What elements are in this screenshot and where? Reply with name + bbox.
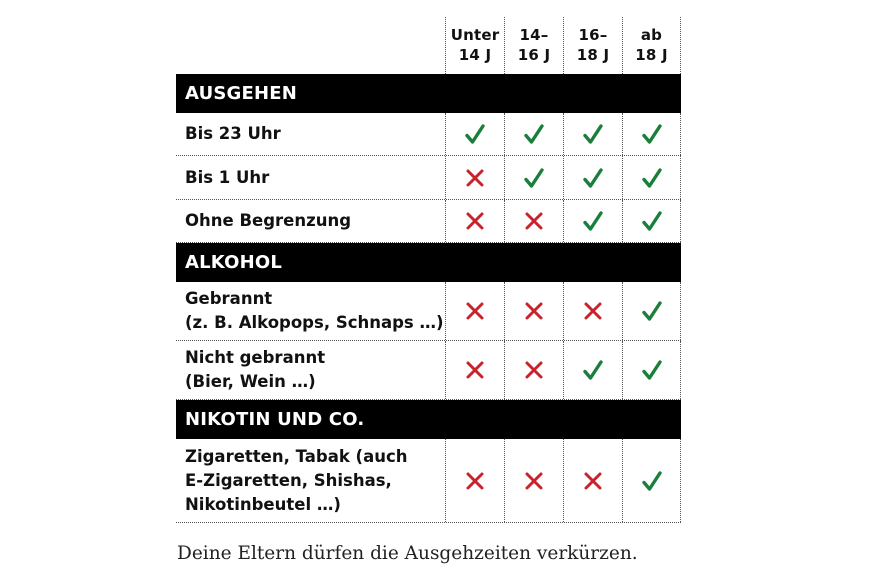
row-label: Ohne Begrenzung [176,200,445,242]
status-cell [504,341,563,399]
row-label: Gebrannt (z. B. Alkopops, Schnaps …) [176,282,445,340]
row-label-line: (z. B. Alkopops, Schnaps …) [185,313,444,332]
youth-protection-table: Unter 14 J 14– 16 J 16– 18 J ab 18 J AUS… [176,17,681,523]
column-header-line1: 16– [578,26,608,44]
cross-icon [464,167,486,189]
status-cell [445,439,504,522]
row-label-line: Nikotinbeutel …) [185,494,341,514]
column-header-14-16: 14– 16 J [504,17,563,74]
row-label-line: (Bier, Wein …) [185,372,316,391]
status-cell [445,113,504,155]
row-label-line: Bis 1 Uhr [185,167,270,187]
status-cell [622,439,681,522]
row-label: Bis 23 Uhr [176,113,445,155]
check-icon [464,123,486,145]
status-cell [563,341,622,399]
column-header-line2: 18 J [576,46,610,64]
status-cell [622,200,681,242]
check-icon [582,123,604,145]
status-cell [563,113,622,155]
cross-icon [523,470,545,492]
table-row: Zigaretten, Tabak (auch E-Zigaretten, Shi… [176,439,681,523]
status-cell [504,439,563,522]
status-cell [504,200,563,242]
status-cell [563,156,622,199]
row-label: Bis 1 Uhr [176,156,445,199]
check-icon [641,470,663,492]
check-icon [582,210,604,232]
section-header-alkohol: ALKOHOL [176,243,681,282]
row-label: Zigaretten, Tabak (auch E-Zigaretten, Shi… [176,439,445,522]
check-icon [582,359,604,381]
column-header-line1: 14– [519,26,549,44]
cross-icon [582,470,604,492]
status-cell [563,282,622,340]
footnote: Deine Eltern dürfen die Ausgehzeiten ver… [177,543,638,564]
check-icon [582,167,604,189]
table-row: Bis 1 Uhr [176,156,681,200]
status-cell [622,113,681,155]
status-cell [622,282,681,340]
status-cell [622,341,681,399]
header-spacer [176,17,445,74]
cross-icon [523,210,545,232]
check-icon [641,123,663,145]
section-header-nikotin: NIKOTIN UND CO. [176,400,681,439]
row-label-line: Ohne Begrenzung [185,211,352,230]
table-body: AUSGEHEN Bis 23 Uhr Bis 1 Uhr Ohne Begrenzu… [176,74,681,523]
check-icon [641,167,663,189]
column-header-16-18: 16– 18 J [563,17,622,74]
column-header-row: Unter 14 J 14– 16 J 16– 18 J ab 18 J [176,17,681,74]
row-label: Nicht gebrannt (Bier, Wein …) [176,341,445,399]
cross-icon [464,470,486,492]
row-label-line: Bis 23 Uhr [185,124,281,143]
column-header-line2: 14 J [458,46,492,64]
row-label-line: Gebrannt [185,289,273,308]
status-cell [622,156,681,199]
column-header-under-14: Unter 14 J [445,17,504,74]
check-icon [523,123,545,145]
column-header-from-18: ab 18 J [622,17,681,74]
table-row: Bis 23 Uhr [176,113,681,156]
section-header-ausgehen: AUSGEHEN [176,74,681,113]
check-icon [641,359,663,381]
column-header-line1: Unter [450,26,500,44]
table-row: Ohne Begrenzung [176,200,681,243]
check-icon [641,210,663,232]
check-icon [641,300,663,322]
status-cell [445,282,504,340]
cross-icon [464,359,486,381]
status-cell [445,341,504,399]
status-cell [563,439,622,522]
cross-icon [523,359,545,381]
cross-icon [582,300,604,322]
column-header-line2: 18 J [635,46,668,64]
status-cell [504,113,563,155]
cross-icon [464,210,486,232]
status-cell [504,156,563,199]
status-cell [445,200,504,242]
status-cell [504,282,563,340]
status-cell [445,156,504,199]
cross-icon [464,300,486,322]
row-label-line: Zigaretten, Tabak (auch [185,446,408,466]
status-cell [563,200,622,242]
row-label-line: Nicht gebrannt [185,348,326,367]
check-icon [523,167,545,189]
cross-icon [523,300,545,322]
table-row: Gebrannt (z. B. Alkopops, Schnaps …) [176,282,681,341]
column-header-line1: ab [640,26,663,44]
column-header-line2: 16 J [517,46,551,64]
row-label-line: E-Zigaretten, Shishas, [185,470,392,490]
table-row: Nicht gebrannt (Bier, Wein …) [176,341,681,400]
